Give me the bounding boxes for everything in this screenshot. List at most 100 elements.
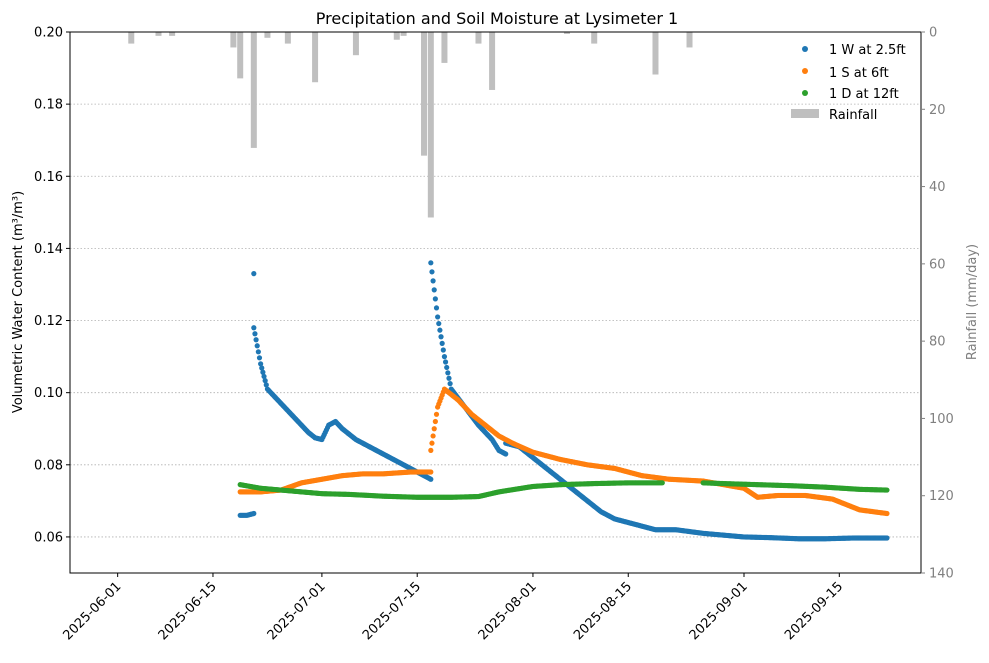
legend-label-rain: Rainfall	[829, 108, 877, 123]
data-point	[256, 355, 263, 361]
data-point	[438, 334, 444, 340]
y-axis-left: 0.06 0.08 0.10 0.12 0.14 0.16 0.18 0.20	[34, 26, 70, 545]
rainfall-bar	[652, 32, 659, 75]
rainfall-bar	[421, 32, 428, 156]
rainfall-bar	[128, 32, 135, 44]
plot-frame	[69, 31, 922, 574]
data-point	[446, 375, 452, 381]
y2-tick-label: 80	[929, 335, 946, 350]
y2-tick-label: 120	[929, 489, 954, 504]
x-tick-label: 2025-09-01	[687, 579, 751, 643]
legend-marker-d	[802, 90, 808, 96]
data-point	[433, 305, 440, 311]
y-tick-label: 0.08	[34, 458, 63, 473]
x-tick-label: 2025-06-15	[156, 579, 220, 643]
data-point	[884, 510, 890, 517]
data-point	[254, 343, 260, 349]
x-tick-label: 2025-08-15	[571, 579, 635, 643]
rainfall-bar	[169, 32, 176, 36]
rainfall-bar	[264, 32, 271, 38]
rainfall-bar	[237, 32, 244, 79]
y2-tick-label: 20	[929, 103, 946, 118]
data-point	[429, 269, 435, 275]
data-point	[431, 426, 437, 432]
data-point	[431, 287, 437, 293]
legend-label-s: 1 S at 6ft	[829, 66, 889, 81]
y2-tick-label: 0	[929, 26, 937, 41]
rainfall-bar	[155, 32, 162, 36]
y2-axis-label: Rainfall (mm/day)	[965, 244, 980, 360]
rainfall-bar	[352, 32, 359, 56]
rainfall-bar	[230, 32, 237, 48]
legend-label-d: 1 D at 12ft	[829, 87, 899, 102]
data-point	[428, 476, 434, 482]
rainfall-bars	[128, 32, 693, 218]
data-series	[237, 260, 890, 542]
y-tick-label: 0.18	[34, 98, 63, 113]
x-tick-label: 2025-06-01	[60, 579, 124, 643]
data-point	[432, 418, 438, 425]
y-tick-label: 0.12	[34, 314, 63, 329]
data-point	[441, 354, 448, 360]
x-tick-label: 2025-08-01	[476, 579, 540, 643]
x-axis: 2025-06-01 2025-06-15 2025-07-01 2025-07-15…	[60, 573, 846, 643]
data-point	[251, 271, 257, 277]
data-point	[258, 361, 264, 367]
data-point	[430, 433, 436, 439]
data-point	[503, 451, 509, 457]
series-1-w-at-2-5ft	[237, 260, 890, 542]
data-point	[436, 320, 442, 327]
data-point	[430, 278, 436, 284]
data-point	[884, 535, 890, 541]
data-point	[433, 411, 440, 417]
y-tick-label: 0.06	[34, 530, 63, 545]
data-point	[432, 296, 438, 302]
x-tick-label: 2025-09-15	[782, 579, 846, 643]
rainfall-bar	[591, 32, 598, 44]
data-point	[447, 381, 453, 387]
data-point	[445, 370, 451, 376]
data-point	[251, 325, 257, 331]
y-axis-label: Volumetric Water Content (m³/m³)	[11, 191, 26, 413]
y-axis-right: 0 20 40 60 80 100 120 140	[921, 26, 954, 582]
grid-lines	[70, 103, 921, 538]
rainfall-bar	[284, 32, 291, 44]
rainfall-bar	[489, 32, 496, 90]
legend-label-w: 1 W at 2.5ft	[829, 43, 906, 58]
legend: 1 W at 2.5ft 1 S at 6ft 1 D at 12ft Rain…	[791, 43, 906, 123]
data-point	[253, 337, 259, 343]
rainfall-bar	[393, 32, 400, 40]
y-tick-label: 0.10	[34, 386, 63, 401]
data-point	[428, 469, 434, 475]
data-point	[884, 487, 890, 493]
data-point	[261, 373, 267, 380]
y-tick-label: 0.14	[34, 242, 63, 257]
data-point	[263, 382, 269, 388]
x-tick-label: 2025-07-01	[265, 579, 329, 643]
data-point	[428, 260, 434, 266]
data-point	[251, 510, 257, 517]
data-point	[440, 347, 446, 353]
y2-tick-label: 40	[929, 180, 946, 195]
y-tick-label: 0.20	[34, 26, 63, 41]
data-point	[252, 331, 258, 337]
rainfall-bar	[400, 32, 407, 36]
data-point	[262, 378, 268, 384]
y2-tick-label: 140	[929, 567, 954, 582]
rainfall-bar	[427, 32, 434, 218]
data-point	[442, 359, 449, 365]
rainfall-bar	[250, 32, 257, 148]
x-tick-label: 2025-07-15	[360, 579, 424, 643]
data-point	[429, 440, 435, 446]
rainfall-bar	[475, 32, 482, 44]
rainfall-bar	[686, 32, 693, 48]
y2-tick-label: 100	[929, 412, 954, 427]
legend-marker-rain	[791, 109, 819, 118]
data-point	[437, 327, 443, 333]
rainfall-bar	[441, 32, 448, 63]
legend-marker-w	[802, 46, 808, 52]
data-point	[255, 349, 261, 355]
data-point	[428, 447, 434, 453]
